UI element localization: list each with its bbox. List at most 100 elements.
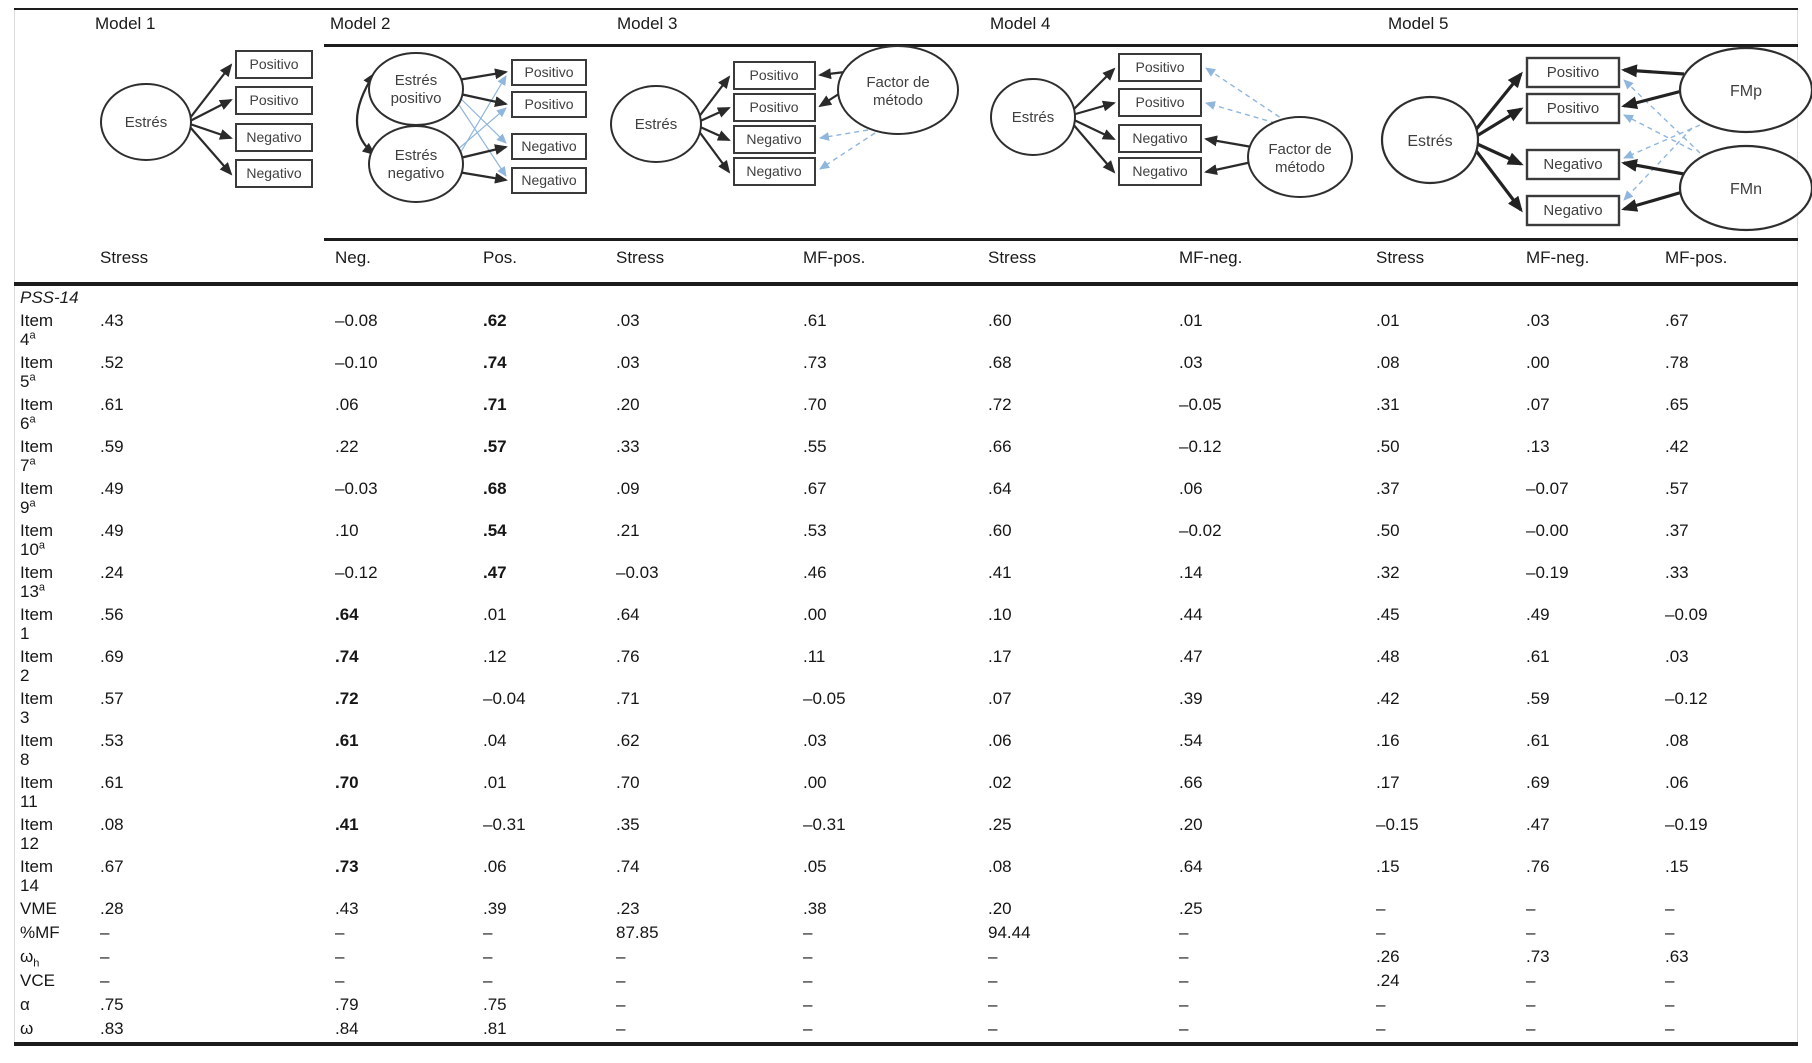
model-spanner-rule — [324, 44, 1798, 47]
col-header-m2-pos: Pos. — [483, 248, 518, 267]
value-cell: .73 — [335, 857, 359, 876]
col-header-m5-mfpos: MF-pos. — [1665, 248, 1728, 267]
value-cell: – — [1526, 923, 1536, 942]
table-row: VME .28 .43 .39 .23 .38 .20 .25 – – – — [20, 899, 1792, 923]
value-cell: .02 — [988, 773, 1012, 792]
value-cell: .43 — [100, 311, 124, 330]
value-cell: .05 — [803, 857, 827, 876]
value-cell: .33 — [1665, 563, 1689, 582]
value-cell: .17 — [1376, 773, 1400, 792]
value-cell: .10 — [335, 521, 359, 540]
top-rule — [14, 8, 1798, 10]
value-cell: .06 — [335, 395, 359, 414]
m2-stress-pos-line1: Estrés — [395, 72, 438, 89]
value-cell: .35 — [616, 815, 640, 834]
value-cell: – — [1179, 971, 1189, 990]
value-cell: .73 — [1526, 947, 1550, 966]
table-row: ωh – – – – – – – .26 .73 .63 — [20, 947, 1792, 971]
value-cell: .81 — [483, 1019, 507, 1038]
table-bottom-rule — [14, 1042, 1798, 1046]
value-cell: .49 — [100, 521, 124, 540]
value-cell: .08 — [988, 857, 1012, 876]
value-cell: – — [803, 1019, 813, 1038]
value-cell: –0.05 — [1179, 395, 1222, 414]
col-header-m4-mfneg: MF-neg. — [1179, 248, 1243, 267]
value-cell: .67 — [803, 479, 827, 498]
value-cell: .47 — [1526, 815, 1550, 834]
col-header-m2-neg: Neg. — [335, 248, 371, 267]
value-cell: .50 — [1376, 437, 1400, 456]
value-cell: .06 — [1179, 479, 1203, 498]
value-cell: – — [1665, 971, 1675, 990]
value-cell: .08 — [100, 815, 124, 834]
value-cell: – — [100, 923, 110, 942]
value-cell: .42 — [1376, 689, 1400, 708]
value-cell: – — [1376, 923, 1386, 942]
value-cell: .54 — [1179, 731, 1203, 750]
value-cell: – — [988, 1019, 998, 1038]
table-row: Item 12 .08 .41 –0.31 .35 –0.31 .25 .20 –0.15 .47 –… — [20, 815, 1792, 857]
value-cell: .17 — [988, 647, 1012, 666]
value-cell: .39 — [483, 899, 507, 918]
column-header-row: Stress Neg. Pos. Stress MF-pos. Stress M… — [20, 248, 1792, 267]
value-cell: .70 — [616, 773, 640, 792]
row-label: VME — [20, 899, 57, 918]
value-cell: – — [988, 995, 998, 1014]
value-cell: .31 — [1376, 395, 1400, 414]
m2-stress-positive-ellipse — [368, 52, 464, 126]
value-cell: –0.03 — [616, 563, 659, 582]
value-cell: – — [483, 971, 493, 990]
value-cell: .68 — [988, 353, 1012, 372]
value-cell: –0.09 — [1665, 605, 1708, 624]
m4-stress-ellipse — [990, 78, 1076, 156]
table-row: Item 9a .49 –0.03 .68 .09 .67 .64 .06 .37 –0.07 .57 — [20, 479, 1792, 521]
value-cell: .42 — [1665, 437, 1689, 456]
value-cell: .20 — [1179, 815, 1203, 834]
value-cell: .60 — [988, 311, 1012, 330]
value-cell: –0.19 — [1526, 563, 1569, 582]
model-2-diagram: Estrés positivo Estrés negativo Positivo… — [355, 52, 587, 203]
value-cell: .57 — [483, 437, 507, 456]
m1-stress-label: Estrés — [125, 114, 168, 131]
row-label: Item 14 — [20, 857, 54, 895]
value-cell: .25 — [1179, 899, 1203, 918]
value-cell: .70 — [335, 773, 359, 792]
value-cell: .62 — [483, 311, 507, 330]
value-cell: .65 — [1665, 395, 1689, 414]
value-cell: .15 — [1376, 857, 1400, 876]
value-cell: – — [988, 947, 998, 966]
value-cell: .03 — [616, 311, 640, 330]
value-cell: .61 — [803, 311, 827, 330]
row-label: Item 1 — [20, 605, 54, 643]
value-cell: .22 — [335, 437, 359, 456]
m1-box-positivo-2: Positivo — [249, 92, 298, 108]
value-cell: .67 — [100, 857, 124, 876]
value-cell: – — [616, 947, 626, 966]
value-cell: –0.08 — [335, 311, 378, 330]
value-cell: – — [616, 1019, 626, 1038]
m4-method-line2: método — [1275, 159, 1325, 176]
row-label: α — [20, 995, 30, 1014]
value-cell: –0.03 — [335, 479, 378, 498]
m3-method-factor-ellipse — [837, 45, 959, 135]
value-cell: – — [100, 971, 110, 990]
value-cell: .03 — [1526, 311, 1550, 330]
value-cell: .73 — [803, 353, 827, 372]
model-4-label: Model 4 — [990, 14, 1051, 33]
value-cell: –0.07 — [1526, 479, 1569, 498]
value-cell: – — [616, 971, 626, 990]
col-header-m5-stress: Stress — [1376, 248, 1425, 267]
m5-indicator-boxes: Positivo Positivo Negativo Negativo — [1525, 56, 1621, 227]
value-cell: .78 — [1665, 353, 1689, 372]
value-cell: .83 — [100, 1019, 124, 1038]
row-label: Item 9a — [20, 479, 54, 517]
m3-box-positivo-1: Positivo — [749, 67, 798, 83]
table-row: Item 6a .61 .06 .71 .20 .70 .72 –0.05 .31 .07 .65 — [20, 395, 1792, 437]
value-cell: –0.12 — [335, 563, 378, 582]
col-header-m3-mfpos: MF-pos. — [803, 248, 866, 267]
m1-box-negativo-1: Negativo — [246, 129, 301, 145]
m5-fmp-ellipse — [1678, 46, 1812, 134]
table-row: Item 3 .57 .72 –0.04 .71 –0.05 .07 .39 .42 .59 –0.1… — [20, 689, 1792, 731]
value-cell: .21 — [616, 521, 640, 540]
value-cell: .00 — [803, 773, 827, 792]
